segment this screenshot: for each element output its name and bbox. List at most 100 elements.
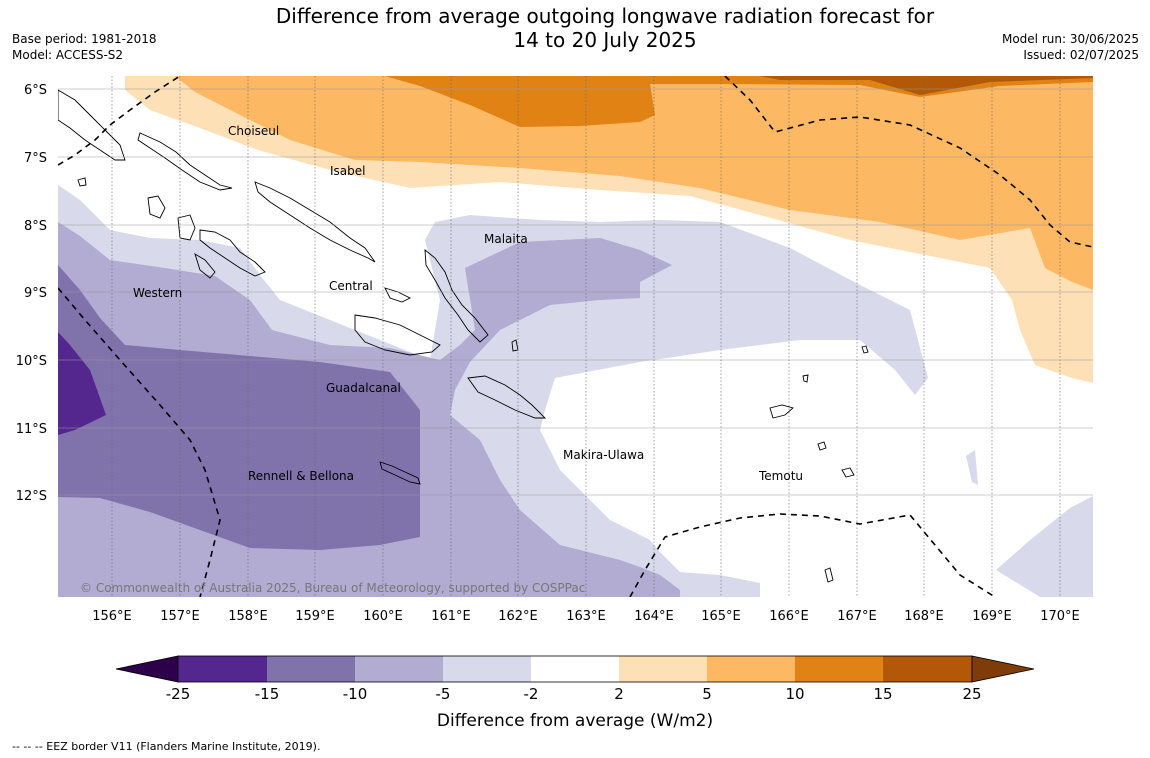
coastlines — [58, 89, 869, 583]
lat-label: 11°S — [16, 422, 47, 437]
colorbar-label: Difference from average (W/m2) — [437, 711, 713, 731]
lon-label: 158°E — [228, 609, 268, 624]
lon-label: 159°E — [295, 609, 335, 624]
coast-choiseul — [137, 132, 233, 191]
region-labels: Choiseul Isabel Malaita Western Central … — [133, 124, 803, 483]
colorbar-tick: -10 — [343, 685, 368, 703]
coast-florida — [384, 287, 412, 303]
map-area: Choiseul Isabel Malaita Western Central … — [58, 76, 1093, 597]
coast-utupua — [817, 441, 827, 451]
title-line-2: 14 to 20 July 2025 — [513, 28, 697, 52]
lon-label: 170°E — [1040, 609, 1080, 624]
lon-label: 168°E — [904, 609, 944, 624]
colorbar-ticks: -25 -15 -10 -5 -2 2 5 10 15 25 — [166, 685, 982, 703]
copyright-notice: © Commonwealth of Australia 2025, Bureau… — [80, 581, 585, 595]
model-run: Model run: 30/06/2025 — [1001, 32, 1139, 46]
label-guadalcanal: Guadalcanal — [326, 381, 401, 395]
contour-minus10-minus15 — [58, 265, 420, 550]
label-isabel: Isabel — [330, 164, 365, 178]
colorbar-tick: 5 — [702, 685, 712, 703]
chart-title: Difference from average outgoing longwav… — [230, 4, 980, 52]
coast-new-georgia — [177, 214, 266, 277]
lon-label: 162°E — [498, 609, 538, 624]
lat-label: 8°S — [24, 219, 47, 234]
colorbar-segment — [178, 656, 267, 682]
colorbar-tick: -25 — [166, 685, 191, 703]
lat-label: 6°S — [24, 83, 47, 98]
contour-15-25 — [760, 76, 1093, 95]
eez-legend: -- -- -- EEZ border V11 (Flanders Marine… — [12, 740, 320, 753]
coast-isabel — [254, 181, 376, 263]
lon-label: 156°E — [92, 609, 132, 624]
coast-vella-lavella — [147, 195, 166, 219]
colorbar-segment — [531, 656, 619, 682]
colorbar-tick: 2 — [614, 685, 624, 703]
lon-label: 161°E — [431, 609, 471, 624]
coast-guadalcanal — [354, 314, 441, 356]
colorbar: -25 -15 -10 -5 -2 2 5 10 15 25 Differenc… — [115, 655, 1035, 731]
colorbar-outline — [177, 655, 973, 683]
label-makira-ulawa: Makira-Ulawa — [563, 448, 644, 462]
coast-duff — [861, 345, 869, 354]
coast-tikopia — [824, 567, 834, 583]
lat-label: 12°S — [16, 489, 47, 504]
label-choiseul: Choiseul — [228, 124, 279, 138]
lon-label: 157°E — [160, 609, 200, 624]
contour-minus2-minus5-east — [996, 496, 1093, 597]
colorbar-segment — [707, 656, 795, 682]
latitude-gridlines — [58, 88, 1093, 496]
coast-makira — [467, 375, 547, 419]
coast-vanikoro — [841, 467, 855, 478]
lon-label: 160°E — [363, 609, 403, 624]
lon-label: 163°E — [566, 609, 606, 624]
colorbar-segment — [267, 656, 355, 682]
meta-right: Model run: 30/06/2025 Issued: 02/07/2025 — [1002, 31, 1139, 63]
eez-north-border — [724, 76, 1093, 248]
colorbar-tick: 10 — [785, 685, 804, 703]
label-rennell-bellona: Rennell & Bellona — [248, 469, 354, 483]
eez-south-border — [629, 513, 996, 597]
lon-label: 169°E — [972, 609, 1012, 624]
label-western: Western — [133, 286, 182, 300]
coast-shortland — [77, 177, 87, 187]
latitude-labels: 6°S 7°S 8°S 9°S 10°S 11°S 12°S — [16, 83, 47, 504]
base-period: Base period: 1981-2018 — [12, 32, 157, 46]
coast-santa-cruz — [769, 404, 794, 419]
contour-5-10 — [175, 76, 1093, 290]
coast-reef-islands — [802, 374, 809, 383]
title-line-1: Difference from average outgoing longwav… — [275, 4, 935, 28]
coast-rendova — [194, 253, 216, 279]
eez-borders — [58, 76, 1093, 597]
coast-rennell — [379, 461, 421, 485]
lon-label: 166°E — [769, 609, 809, 624]
coast-malaita — [424, 249, 489, 343]
contour-minus15-minus25 — [58, 332, 106, 435]
lat-label: 9°S — [24, 286, 47, 301]
colorbar-tick: 15 — [873, 685, 892, 703]
colorbar-over-arrow — [971, 655, 1035, 683]
label-malaita: Malaita — [484, 232, 528, 246]
lon-label: 165°E — [701, 609, 741, 624]
lat-label: 10°S — [16, 354, 47, 369]
longitude-gridlines — [111, 76, 1061, 597]
label-temotu: Temotu — [758, 469, 803, 483]
contour-minus2-minus5-speck — [966, 450, 978, 485]
colorbar-tick: -2 — [524, 685, 539, 703]
eez-west-border — [58, 287, 221, 597]
issued-date: Issued: 02/07/2025 — [1023, 48, 1139, 62]
colorbar-tick: -15 — [255, 685, 280, 703]
lat-label: 7°S — [24, 151, 47, 166]
colorbar-under-arrow — [115, 655, 179, 683]
colorbar-segment — [795, 656, 883, 682]
label-central: Central — [329, 279, 373, 293]
colorbar-tick: -5 — [436, 685, 451, 703]
eez-png-border — [58, 76, 181, 166]
colorbar-segment — [883, 656, 972, 682]
colorbar-segment — [355, 656, 443, 682]
lon-label: 167°E — [837, 609, 877, 624]
meta-left: Base period: 1981-2018 Model: ACCESS-S2 — [12, 31, 157, 63]
colorbar-tick: 25 — [962, 685, 981, 703]
longitude-labels: 156°E 157°E 158°E 159°E 160°E 161°E 162°… — [92, 609, 1080, 624]
model-name: Model: ACCESS-S2 — [12, 48, 124, 62]
